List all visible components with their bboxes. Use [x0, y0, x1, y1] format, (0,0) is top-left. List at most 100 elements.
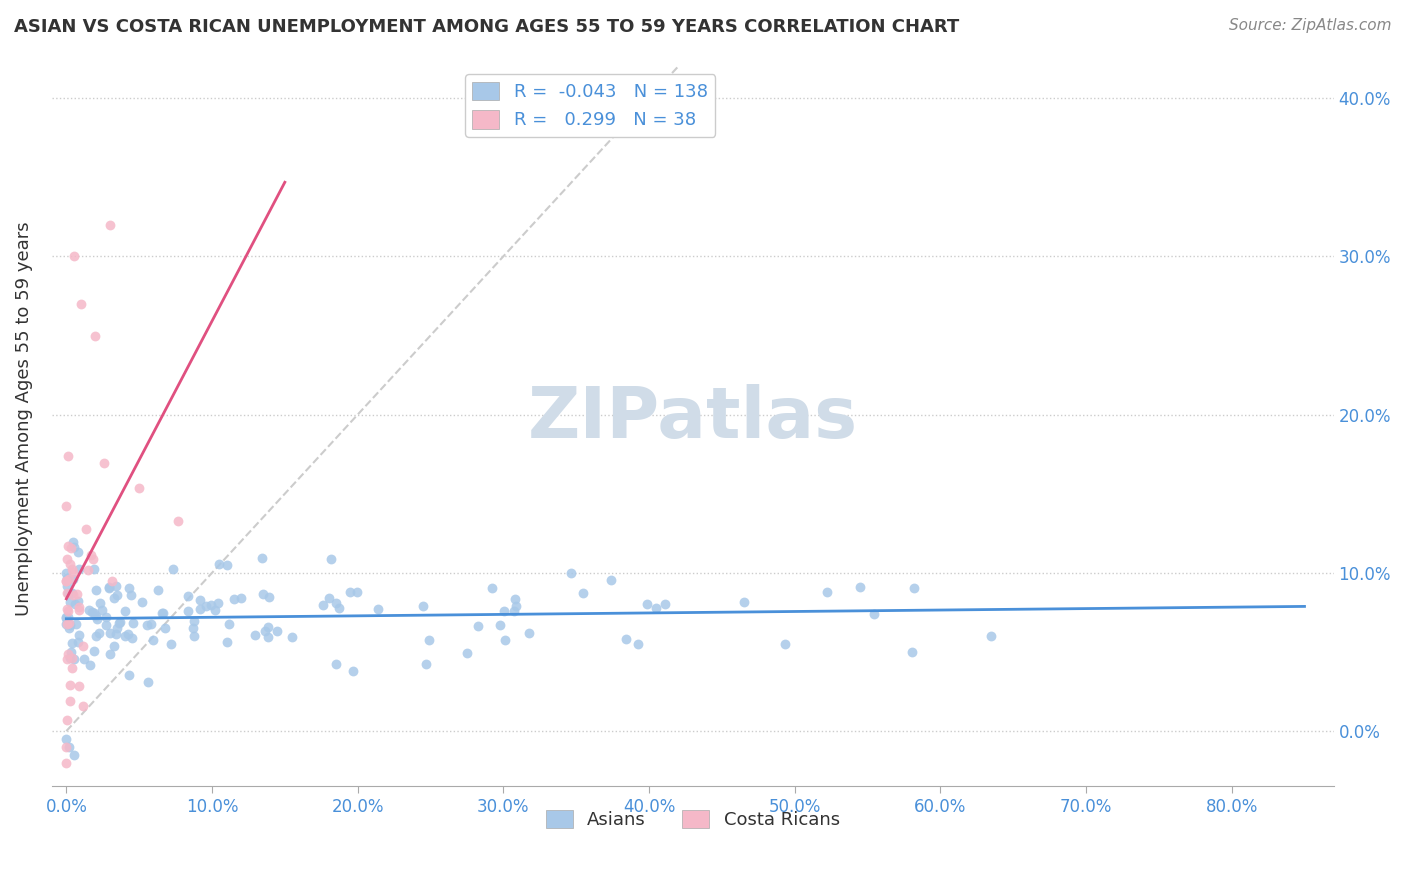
Text: ASIAN VS COSTA RICAN UNEMPLOYMENT AMONG AGES 55 TO 59 YEARS CORRELATION CHART: ASIAN VS COSTA RICAN UNEMPLOYMENT AMONG …: [14, 18, 959, 36]
Point: [188, 602, 211, 616]
Point: [503, 591, 526, 606]
Point: [153, 621, 176, 635]
Point: [131, 595, 153, 609]
Point: [55, 586, 77, 600]
Point: [79, 657, 101, 672]
Point: [67, 603, 90, 617]
Point: [72, 699, 94, 714]
Point: [62, 540, 84, 554]
Point: [96, 610, 118, 624]
Point: [256, 620, 278, 634]
Point: [177, 589, 200, 603]
Point: [82, 552, 104, 566]
Point: [494, 632, 516, 647]
Point: [103, 639, 125, 653]
Point: [207, 557, 229, 571]
Point: [200, 599, 222, 613]
Point: [481, 581, 503, 595]
Point: [654, 597, 676, 611]
Point: [194, 599, 217, 613]
Point: [281, 630, 304, 644]
Point: [105, 626, 128, 640]
Point: [56, 617, 79, 632]
Point: [118, 581, 141, 595]
Point: [75, 522, 97, 536]
Point: [62, 566, 84, 580]
Point: [342, 664, 364, 678]
Text: ZIPatlas: ZIPatlas: [527, 384, 858, 453]
Point: [59, 594, 82, 608]
Point: [572, 586, 595, 600]
Point: [90, 603, 112, 617]
Point: [120, 588, 142, 602]
Point: [60, 562, 83, 576]
Point: [55, 574, 77, 589]
Point: [103, 591, 125, 606]
Point: [136, 675, 159, 690]
Point: [517, 625, 540, 640]
Point: [128, 481, 150, 495]
Point: [72, 639, 94, 653]
Point: [98, 626, 121, 640]
Point: [55, 611, 77, 625]
Point: [58, 647, 80, 661]
Point: [146, 582, 169, 597]
Point: [55, 579, 77, 593]
Point: [59, 678, 82, 692]
Point: [83, 607, 105, 621]
Point: [105, 588, 128, 602]
Point: [492, 605, 515, 619]
Point: [97, 580, 120, 594]
Point: [105, 622, 128, 636]
Point: [84, 328, 107, 343]
Point: [328, 600, 350, 615]
Point: [56, 586, 79, 600]
Point: [60, 661, 83, 675]
Point: [108, 616, 131, 631]
Point: [84, 629, 107, 643]
Point: [55, 602, 77, 616]
Point: [58, 572, 80, 586]
Point: [55, 731, 77, 746]
Point: [62, 534, 84, 549]
Point: [257, 630, 280, 644]
Point: [70, 297, 93, 311]
Point: [183, 615, 205, 629]
Point: [418, 632, 440, 647]
Point: [84, 608, 107, 623]
Point: [903, 581, 925, 595]
Point: [218, 617, 240, 632]
Point: [73, 651, 96, 665]
Point: [98, 647, 121, 661]
Legend: Asians, Costa Ricans: Asians, Costa Ricans: [538, 803, 846, 837]
Point: [77, 563, 100, 577]
Point: [122, 616, 145, 631]
Point: [250, 551, 273, 566]
Point: [93, 456, 115, 470]
Point: [59, 541, 82, 556]
Point: [58, 739, 80, 754]
Point: [58, 449, 80, 463]
Point: [503, 604, 526, 618]
Point: [82, 605, 104, 619]
Point: [62, 585, 84, 599]
Point: [636, 597, 658, 611]
Point: [162, 561, 184, 575]
Point: [108, 615, 131, 629]
Point: [55, 566, 77, 580]
Point: [181, 622, 204, 636]
Point: [222, 591, 245, 606]
Point: [627, 636, 650, 650]
Point: [266, 624, 288, 639]
Point: [217, 558, 239, 572]
Point: [60, 645, 83, 659]
Point: [98, 218, 121, 232]
Point: [901, 645, 924, 659]
Y-axis label: Unemployment Among Ages 55 to 59 years: Unemployment Among Ages 55 to 59 years: [15, 221, 32, 615]
Point: [339, 584, 361, 599]
Point: [207, 596, 229, 610]
Point: [104, 579, 127, 593]
Point: [86, 582, 108, 597]
Point: [98, 581, 121, 595]
Point: [152, 607, 174, 621]
